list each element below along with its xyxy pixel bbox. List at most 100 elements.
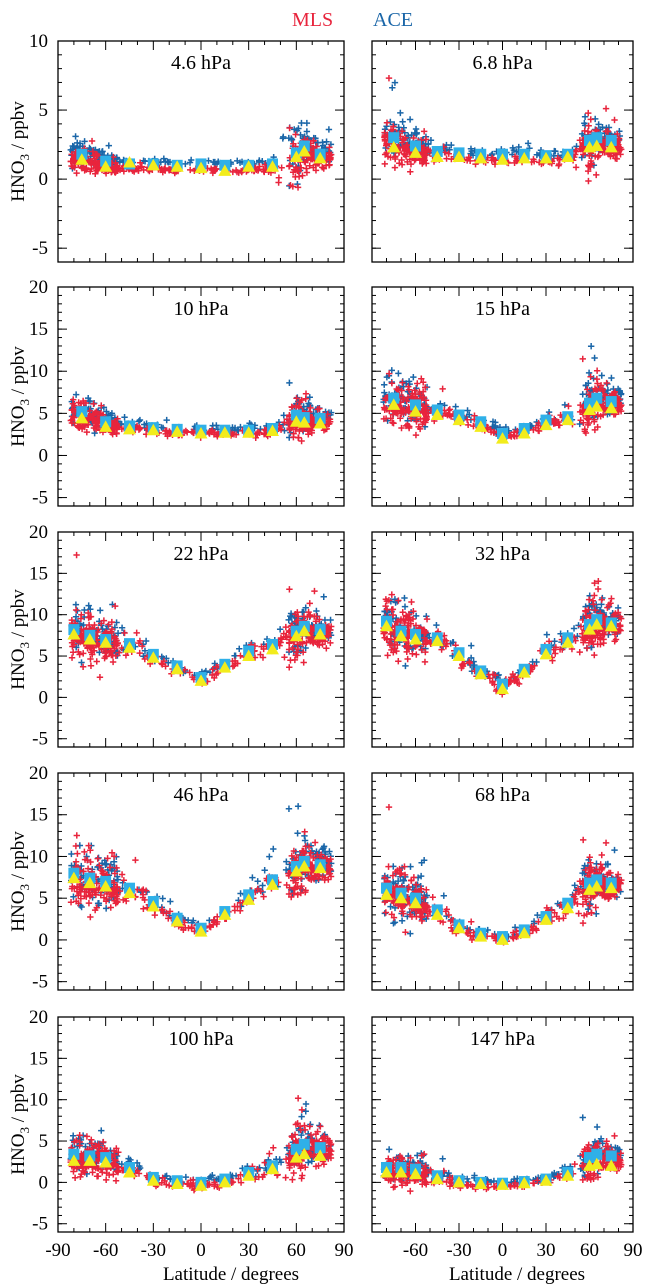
ace-point: [210, 158, 217, 166]
mls-point: [292, 131, 299, 138]
ace-point: [294, 830, 301, 837]
ace-point: [81, 138, 88, 145]
ace-point: [467, 642, 475, 649]
ace-point: [398, 917, 406, 924]
mls-point: [555, 160, 563, 168]
mls-point: [299, 172, 306, 179]
ace-point: [391, 919, 399, 926]
mls-point: [211, 429, 218, 436]
ace-point: [76, 140, 84, 147]
mls-point: [587, 163, 594, 171]
panel-10-hpa: -5 0 5 10 15 20 10 hPa: [29, 277, 345, 509]
mls-point: [320, 165, 327, 172]
mls-point: [585, 177, 592, 185]
ace-point: [116, 158, 124, 165]
mls-point: [93, 162, 101, 170]
mls-point: [111, 602, 119, 610]
ace-point: [103, 408, 110, 415]
ace-point: [561, 401, 569, 409]
ace-mean-marker: [76, 406, 88, 418]
y-tick-label: 20: [29, 277, 48, 298]
ace-point: [95, 854, 102, 862]
mls-point: [422, 397, 430, 404]
ace-point: [293, 127, 301, 134]
mls-mean-marker: [266, 160, 279, 172]
mls-mean-marker: [289, 150, 303, 163]
mls-mean-marker: [409, 405, 422, 417]
mls-point: [159, 661, 166, 668]
mls-point: [595, 152, 602, 159]
y-tick-label: 10: [29, 605, 48, 626]
ace-point: [543, 631, 551, 638]
ace-point: [389, 84, 396, 91]
mls-mean-marker: [561, 413, 575, 426]
ace-point: [585, 369, 593, 377]
mls-point: [87, 662, 95, 669]
mls-point: [85, 899, 93, 907]
mls-point: [416, 388, 423, 396]
mls-point: [80, 650, 87, 657]
mls-point: [90, 400, 97, 408]
ace-point: [167, 898, 174, 905]
mls-point: [92, 158, 100, 166]
mls-point: [306, 600, 313, 607]
mls-point: [490, 429, 498, 437]
mls-point: [613, 155, 621, 163]
mls-point: [579, 151, 587, 158]
ace-point: [141, 647, 149, 654]
mls-point: [293, 395, 300, 402]
ace-mean-marker: [290, 409, 302, 421]
mls-point: [286, 426, 293, 434]
mls-mean-marker: [430, 408, 444, 421]
mls-point: [579, 355, 586, 363]
ace-point: [433, 621, 440, 629]
mls-mean-marker: [452, 150, 466, 163]
scatter-points: [381, 74, 625, 185]
mls-mean-marker: [123, 156, 136, 168]
y-tick-label: 0: [39, 445, 49, 466]
mls-point: [593, 367, 601, 374]
panel-32-hpa: 32 hPa: [371, 531, 634, 748]
mls-mean-marker: [170, 160, 184, 172]
mls-point: [407, 160, 415, 168]
mls-point: [96, 674, 104, 681]
legend-ace: ACE: [373, 9, 413, 31]
mls-point: [592, 386, 600, 394]
mls-mean-marker: [99, 160, 113, 172]
ace-point: [464, 407, 471, 414]
mls-point: [92, 151, 99, 158]
ace-mean-marker: [410, 399, 421, 411]
mls-point: [294, 652, 301, 659]
mls-point: [288, 403, 295, 411]
mls-mean-marker: [194, 161, 208, 174]
ace-point: [96, 607, 104, 614]
ace-point: [270, 845, 277, 853]
mls-point: [85, 621, 93, 629]
mls-point: [296, 398, 304, 406]
mls-point: [283, 416, 291, 423]
mls-point: [599, 411, 607, 419]
mls-mean-marker: [266, 424, 279, 437]
ace-point: [135, 418, 143, 425]
ace-point: [448, 141, 455, 149]
mls-point: [616, 402, 624, 409]
ace-point: [533, 151, 541, 159]
mls-point: [584, 128, 592, 135]
ace-point: [390, 920, 397, 927]
mls-point: [327, 154, 334, 161]
ace-point: [249, 874, 256, 881]
mls-point: [287, 417, 294, 425]
mls-point: [387, 154, 394, 161]
mls-point: [113, 425, 121, 433]
mls-point: [69, 649, 77, 656]
mls-point: [253, 430, 261, 437]
mls-point: [295, 168, 302, 175]
mls-point: [441, 149, 449, 156]
mls-point: [254, 167, 262, 174]
mls-point: [513, 157, 520, 165]
mls-point: [578, 407, 586, 414]
mls-point: [286, 162, 293, 169]
ace-point: [587, 343, 595, 350]
mls-point: [79, 663, 87, 670]
ace-point: [118, 624, 126, 631]
